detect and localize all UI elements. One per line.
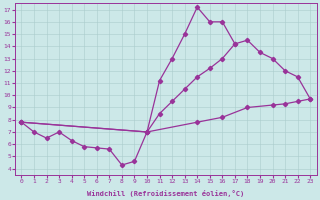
X-axis label: Windchill (Refroidissement éolien,°C): Windchill (Refroidissement éolien,°C) [87, 190, 244, 197]
